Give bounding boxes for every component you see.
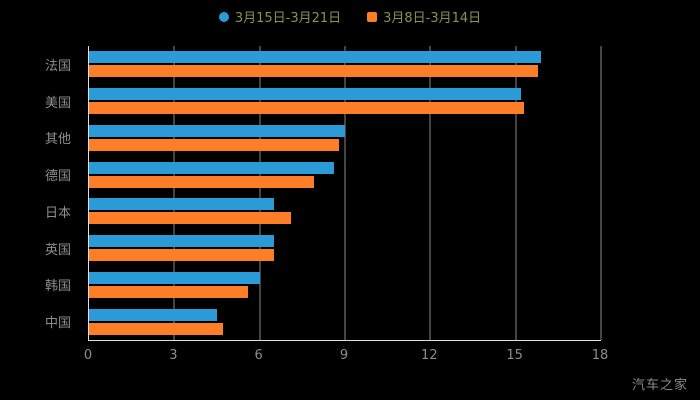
gridlines <box>89 46 602 340</box>
bar-group <box>89 161 601 188</box>
gridline <box>173 46 175 340</box>
y-axis-label: 美国 <box>44 95 71 111</box>
bar-group <box>89 198 601 225</box>
watermark: 汽车之家 <box>631 378 688 393</box>
y-axis-label: 日本 <box>44 205 71 221</box>
y-axis-label: 法国 <box>44 58 71 74</box>
bar-group <box>89 51 601 78</box>
bar[interactable] <box>89 175 314 188</box>
x-axis-tick-label: 6 <box>254 348 263 363</box>
x-axis-tick-label: 12 <box>421 348 438 363</box>
x-axis-tick-label: 9 <box>339 348 349 363</box>
bar[interactable] <box>89 138 340 151</box>
y-axis-labels: 法国美国其他德国日本英国韩国中国 <box>0 46 80 340</box>
y-axis-label: 英国 <box>44 242 71 258</box>
y-axis-label: 韩国 <box>44 279 71 295</box>
bar[interactable] <box>89 212 291 225</box>
bar[interactable] <box>89 235 274 248</box>
gridline <box>429 46 431 340</box>
gridline <box>600 46 602 340</box>
gridline <box>259 46 261 340</box>
x-axis-tick-label: 18 <box>591 348 609 363</box>
bar-group <box>89 271 601 298</box>
bar-group <box>89 235 601 262</box>
legend-item[interactable]: 3月8日-3月14日 <box>367 7 481 26</box>
bar-group <box>89 308 601 335</box>
bar[interactable] <box>89 88 522 101</box>
y-axis-label: 德国 <box>44 169 71 185</box>
y-axis-label: 中国 <box>44 316 71 332</box>
legend-label: 3月8日-3月14日 <box>383 11 482 26</box>
legend-label: 3月15日-3月21日 <box>234 11 342 26</box>
gridline <box>515 46 517 340</box>
bar[interactable] <box>89 198 274 211</box>
x-axis-tick-label: 0 <box>83 348 93 363</box>
bar[interactable] <box>89 51 542 64</box>
x-axis-labels: 0 3 6 9 12 15 18 <box>84 348 608 366</box>
legend-item[interactable]: 3月15日-3月21日 <box>218 7 342 26</box>
bar-rows <box>89 46 601 340</box>
bar[interactable] <box>89 249 274 262</box>
legend-marker-icon <box>218 11 229 22</box>
bar-group <box>89 88 601 115</box>
y-axis-label: 其他 <box>44 132 71 148</box>
plot-area <box>88 46 602 341</box>
legend-marker-icon <box>367 11 378 22</box>
bar[interactable] <box>89 102 525 115</box>
bar[interactable] <box>89 124 345 137</box>
bar[interactable] <box>89 308 217 321</box>
bar[interactable] <box>89 161 334 174</box>
gridline <box>344 46 346 340</box>
x-axis-tick-label: 3 <box>169 348 178 363</box>
bar[interactable] <box>89 285 249 298</box>
x-axis-tick-label: 15 <box>506 348 523 363</box>
bar[interactable] <box>89 322 223 335</box>
legend: 3月15日-3月21日 3月8日-3月14日 <box>0 7 700 26</box>
bar[interactable] <box>89 271 260 284</box>
bar[interactable] <box>89 65 539 78</box>
bar-group <box>89 124 601 151</box>
